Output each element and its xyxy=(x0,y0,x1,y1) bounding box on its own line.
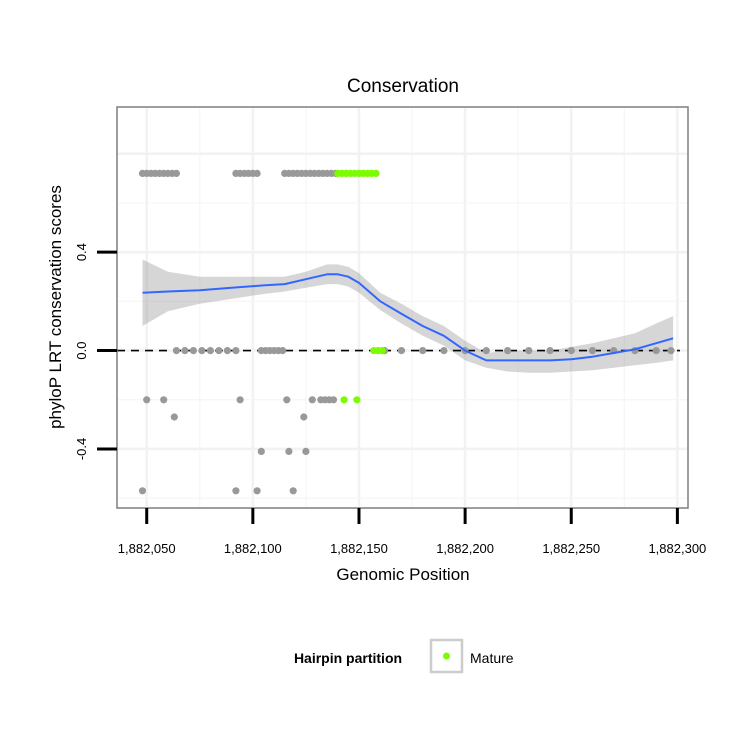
point-other xyxy=(232,347,240,355)
point-other xyxy=(302,447,310,455)
point-other xyxy=(181,347,189,355)
plot-panel-border xyxy=(116,106,689,509)
point-mature xyxy=(372,169,380,177)
x-axis: 1,882,050 1,882,100 1,882,150 1,882,200 1,88… xyxy=(118,508,706,556)
point-other xyxy=(440,347,448,355)
point-other xyxy=(223,347,231,355)
point-other xyxy=(329,396,338,404)
point-other xyxy=(206,347,214,355)
point-other xyxy=(300,413,308,421)
point-other xyxy=(160,396,168,404)
point-other xyxy=(138,487,147,495)
y-axis: -0.4 0.0 0.4 xyxy=(74,243,117,460)
x-tick-label: 1,882,150 xyxy=(330,541,388,556)
data-points xyxy=(138,169,675,495)
point-other xyxy=(588,347,597,355)
point-other xyxy=(170,413,178,421)
point-other xyxy=(567,347,575,355)
point-other xyxy=(172,169,180,177)
point-other xyxy=(189,347,197,355)
legend-label-mature: Mature xyxy=(470,650,514,666)
point-other xyxy=(257,447,265,455)
x-axis-label: Genomic Position xyxy=(336,565,469,584)
point-other xyxy=(397,347,405,355)
confidence-band xyxy=(142,259,674,373)
point-other xyxy=(482,347,490,355)
point-other xyxy=(652,347,660,355)
point-other xyxy=(504,347,512,355)
point-other xyxy=(285,447,293,455)
point-other xyxy=(253,169,261,177)
point-other xyxy=(198,347,206,355)
y-tick-label: 0.4 xyxy=(74,243,89,261)
point-other xyxy=(419,347,427,355)
point-mature xyxy=(353,396,361,404)
point-other xyxy=(308,396,316,404)
x-tick-label: 1,882,300 xyxy=(648,541,706,556)
smooth-trend xyxy=(142,273,674,362)
point-other xyxy=(232,487,240,495)
chart-title: Conservation xyxy=(347,76,459,97)
legend-title: Hairpin partition xyxy=(294,650,402,666)
smooth-line xyxy=(142,273,674,362)
point-other xyxy=(253,487,261,495)
confidence-band-area xyxy=(142,259,674,373)
x-tick-label: 1,882,050 xyxy=(118,541,176,556)
point-mature xyxy=(378,347,386,355)
point-other xyxy=(546,347,554,355)
y-axis-label: phyloP LRT conservation scores xyxy=(46,185,65,429)
point-other xyxy=(172,347,180,355)
point-mature xyxy=(340,396,348,404)
y-tick-label: 0.0 xyxy=(74,342,89,360)
legend-key-mature xyxy=(443,652,450,660)
x-tick-label: 1,882,250 xyxy=(542,541,600,556)
y-tick-label: -0.4 xyxy=(74,438,89,460)
x-tick-label: 1,882,200 xyxy=(436,541,494,556)
x-tick-label: 1,882,100 xyxy=(224,541,282,556)
point-other xyxy=(289,487,297,495)
point-other xyxy=(236,396,244,404)
point-other xyxy=(525,347,533,355)
point-other xyxy=(215,347,223,355)
point-other xyxy=(143,396,151,404)
point-other xyxy=(667,347,675,355)
point-other xyxy=(279,347,287,355)
legend: Hairpin partition Mature xyxy=(294,638,514,674)
point-other xyxy=(283,396,291,404)
